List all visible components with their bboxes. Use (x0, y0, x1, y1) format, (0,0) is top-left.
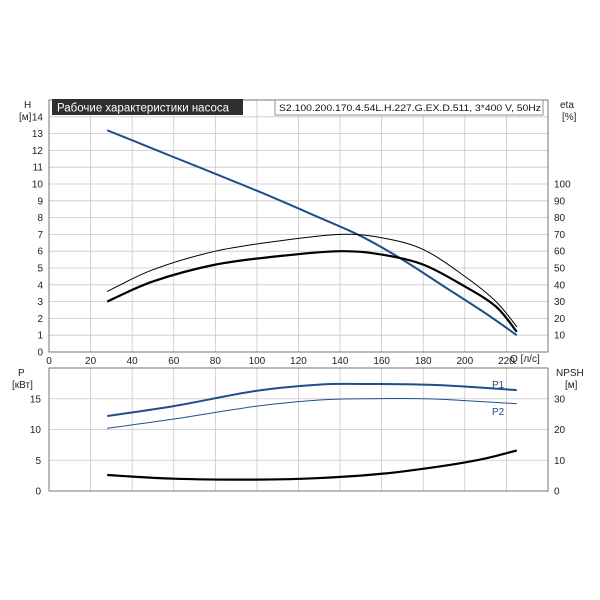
head-tick-label: 5 (37, 264, 43, 275)
x-tick-label: 200 (456, 356, 473, 367)
power-tick-label: 5 (35, 456, 41, 467)
x-tick-label: 80 (210, 356, 222, 367)
x-tick-label: 40 (127, 356, 139, 367)
bottom-curves (107, 382, 518, 481)
head-tick-label: 3 (37, 297, 43, 308)
head-curve (106, 129, 518, 337)
p1-power-curve (107, 382, 517, 417)
eta-tick-label: 40 (554, 280, 566, 291)
head-tick-label: 4 (37, 280, 43, 291)
npsh-curve (107, 449, 518, 481)
x-tick-label: 140 (332, 356, 349, 367)
head-tick-label: 1 (37, 331, 43, 342)
title-box (52, 99, 243, 115)
model-box (274, 99, 544, 116)
eta-axis-label: eta (560, 100, 574, 111)
pump-model-label: S2.100.200.170.4.54L.H.227.G.EX.D.511, 3… (279, 103, 541, 114)
x-tick-label: 180 (415, 356, 432, 367)
npsh-tick-label: 20 (554, 425, 566, 436)
eta-tick-label: 20 (554, 314, 566, 325)
power-tick-label: 15 (30, 394, 42, 405)
eta-tick-label: 50 (554, 264, 566, 275)
p1-series-label: P1 (492, 380, 505, 391)
head-tick-label: 12 (32, 146, 44, 157)
efficiency-curve-thick (106, 250, 518, 333)
npsh-axis-label-unit: [м] (565, 380, 578, 391)
eta-tick-label: 60 (554, 247, 566, 258)
eta-tick-label: 30 (554, 297, 566, 308)
eta-tick-label: 100 (554, 180, 571, 191)
head-tick-label: 14 (32, 112, 44, 123)
eta-axis-label-unit: [%] (562, 112, 577, 123)
power-tick-label: 10 (30, 425, 42, 436)
head-tick-label: 7 (37, 230, 43, 241)
npsh-tick-label: 10 (554, 456, 566, 467)
p2-power-curve (107, 398, 517, 429)
flow-axis-label: Q [л/с] (510, 354, 540, 365)
eta-tick-label: 10 (554, 331, 566, 342)
x-tick-label: 160 (373, 356, 390, 367)
head-tick-label: 13 (32, 129, 44, 140)
x-tick-label: 0 (46, 356, 52, 367)
head-tick-label: 0 (37, 348, 43, 359)
head-tick-label: 2 (37, 314, 43, 325)
x-tick-label: 100 (249, 356, 266, 367)
head-tick-label: 8 (37, 213, 43, 224)
p2-series-label: P2 (492, 407, 505, 418)
eta-tick-label: 80 (554, 213, 566, 224)
tick-labels: 0 20 40 60 80 100 120 140 160 180 200 2200123456789… (30, 112, 571, 497)
chart-title: Рабочие характеристики насоса (57, 103, 230, 115)
eta-tick-label: 70 (554, 230, 566, 241)
npsh-axis-label: NPSH (556, 368, 584, 379)
top-grid (49, 100, 548, 352)
head-tick-label: 11 (33, 163, 44, 174)
npsh-tick-label: 0 (554, 487, 560, 498)
head-tick-label: 10 (32, 180, 44, 191)
x-tick-label: 20 (85, 356, 97, 367)
eta-tick-label: 90 (554, 196, 566, 207)
power-axis-label-p: P (18, 368, 25, 379)
bottom-grid (49, 368, 548, 491)
efficiency-curve-thin (107, 233, 518, 328)
head-axis-label-unit: [м] (19, 112, 32, 123)
x-tick-label: 220 (498, 356, 515, 367)
head-axis-label-h: H (24, 100, 31, 111)
x-tick-label: 120 (290, 356, 307, 367)
x-tick-label: 60 (168, 356, 180, 367)
bottom-plot-frame (48, 367, 549, 492)
head-tick-label: 6 (37, 247, 43, 258)
top-curves (106, 129, 518, 337)
power-axis-label-unit: [кВт] (12, 380, 33, 391)
power-tick-label: 0 (35, 487, 41, 498)
head-tick-label: 9 (37, 196, 43, 207)
npsh-tick-label: 30 (554, 394, 566, 405)
